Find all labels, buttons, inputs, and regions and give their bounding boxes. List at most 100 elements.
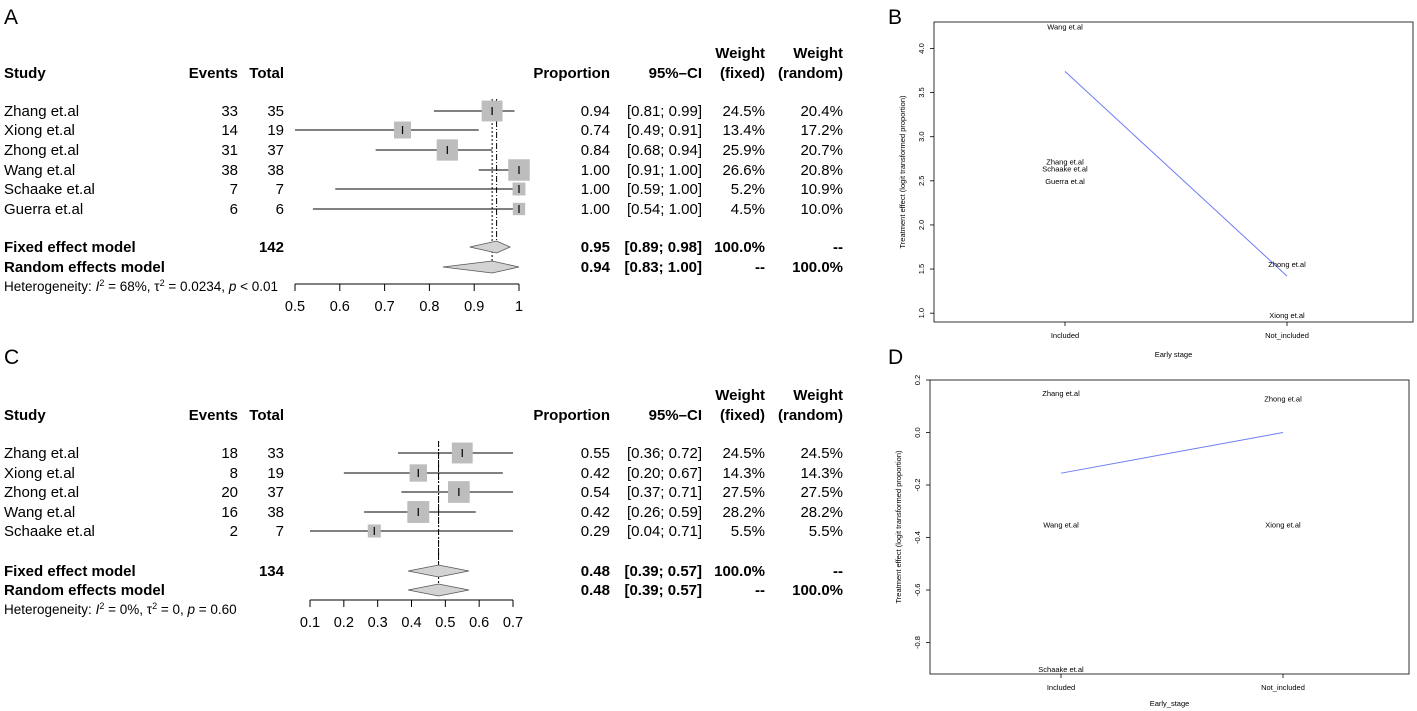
study-weight-random: 20.7%: [800, 142, 843, 159]
header-weight-fixed-2: (fixed): [720, 65, 765, 82]
study-proportion: 1.00: [581, 181, 610, 198]
forest-plot-c: Weight Weight Study Events Total Proportion 95…: [4, 387, 843, 631]
study-total: 19: [267, 122, 284, 139]
meta-regression-plot-d: 0.2 0.0 -0.2 -0.4 -0.6 -0.8 Included Not_includ…: [894, 375, 1410, 708]
header-proportion: Proportion: [533, 65, 610, 82]
header-weight-random-1: Weight: [793, 45, 843, 62]
study-events: 7: [230, 181, 238, 198]
study-ci: [0.36; 0.72]: [627, 445, 702, 462]
study-weight-random: 20.8%: [800, 162, 843, 179]
study-point-label: Guerra et.al: [1045, 177, 1085, 186]
x-axis-tick-label: 1: [515, 299, 523, 315]
plot-frame: [933, 21, 1414, 323]
study-proportion: 0.55: [581, 445, 610, 462]
fixed-effect-weight-random: --: [833, 563, 843, 580]
x-axis-tick-label: 0.1: [300, 615, 320, 631]
study-weight-fixed: 24.5%: [722, 103, 765, 120]
x-axis-tick-label: Not_included: [1265, 331, 1309, 340]
study-total: 7: [276, 181, 284, 198]
study-name: Xiong et.al: [4, 465, 75, 482]
heterogeneity-part: < 0.01: [236, 279, 278, 294]
random-effect-label: Random effects model: [4, 259, 165, 276]
y-axis-tick-label: 0.0: [913, 427, 922, 437]
panel-letter-c: C: [4, 346, 19, 369]
fixed-effect-proportion: 0.95: [581, 239, 610, 256]
study-events: 38: [221, 162, 238, 179]
heterogeneity-part: Heterogeneity:: [4, 279, 96, 294]
panel-letter-b: B: [888, 6, 902, 29]
regression-line: [1060, 432, 1284, 474]
study-point-label: Schaake et.al: [1038, 665, 1084, 674]
study-ci: [0.91; 1.00]: [627, 162, 702, 179]
plot-frame: [929, 379, 1410, 675]
random-effect-proportion: 0.94: [581, 259, 611, 276]
heterogeneity-part: = 0%,: [104, 602, 146, 617]
study-weight-fixed: 26.6%: [722, 162, 765, 179]
heterogeneity-part: τ: [147, 602, 153, 617]
heterogeneity-part: p: [228, 279, 237, 294]
x-axis-tick-label: Not_included: [1261, 683, 1305, 692]
study-point-label: Zhang et.al: [1042, 389, 1080, 398]
study-weight-random: 20.4%: [800, 103, 843, 120]
heterogeneity-part: = 0.60: [195, 602, 237, 617]
fixed-effect-diamond: [408, 564, 470, 578]
study-proportion: 0.42: [581, 504, 610, 521]
heterogeneity-part: = 0,: [157, 602, 187, 617]
x-axis-tick-label: 0.9: [464, 299, 484, 315]
header-ci: 95%–CI: [649, 407, 702, 424]
x-axis-label: Early stage: [1155, 350, 1193, 359]
study-total: 38: [267, 504, 284, 521]
study-proportion: 0.94: [581, 103, 610, 120]
study-ci: [0.81; 0.99]: [627, 103, 702, 120]
fixed-effect-total: 142: [259, 239, 284, 256]
x-axis-tick-label: 0.7: [503, 615, 523, 631]
study-proportion: 0.54: [581, 484, 610, 501]
study-proportion: 1.00: [581, 162, 610, 179]
y-axis-tick-label: -0.2: [913, 479, 922, 492]
study-events: 2: [230, 523, 238, 540]
study-ci: [0.20; 0.67]: [627, 465, 702, 482]
fixed-effect-total: 134: [259, 563, 285, 580]
y-axis-tick-label: -0.6: [913, 584, 922, 597]
study-weight-random: 10.0%: [800, 201, 843, 218]
heterogeneity-part: 2: [99, 601, 104, 611]
header-weight-random-2: (random): [778, 65, 843, 82]
random-effect-label: Random effects model: [4, 582, 165, 599]
study-point-label: Zhang et.al: [1046, 157, 1084, 166]
header-total: Total: [249, 407, 284, 424]
study-total: 6: [276, 201, 284, 218]
study-weight-fixed: 13.4%: [722, 122, 765, 139]
heterogeneity-part: 2: [160, 278, 165, 288]
study-point-label: Zhong et.al: [1264, 394, 1302, 403]
random-effect-diamond: [408, 583, 470, 597]
header-study: Study: [4, 65, 46, 82]
y-axis-tick-label: 1.0: [917, 308, 926, 318]
x-axis-tick-label: 0.6: [330, 299, 350, 315]
study-events: 6: [230, 201, 238, 218]
study-weight-random: 24.5%: [800, 445, 843, 462]
study-weight-fixed: 24.5%: [722, 445, 765, 462]
x-axis-tick-label: 0.7: [375, 299, 395, 315]
header-total: Total: [249, 65, 284, 82]
study-events: 8: [230, 465, 238, 482]
y-axis-tick-label: 3.0: [917, 131, 926, 141]
x-axis-label: Early_stage: [1150, 699, 1190, 708]
y-axis-tick-label: 1.5: [917, 264, 926, 274]
heterogeneity-part: p: [187, 602, 196, 617]
study-name: Zhang et.al: [4, 445, 79, 462]
study-point-label: Schaake et.al: [1042, 164, 1088, 173]
study-weight-fixed: 5.5%: [731, 523, 765, 540]
random-effect-proportion: 0.48: [581, 582, 610, 599]
study-proportion: 1.00: [581, 201, 610, 218]
fixed-effect-weight-fixed: 100.0%: [714, 563, 765, 580]
y-axis-tick-label: -0.4: [913, 531, 922, 544]
study-name: Zhang et.al: [4, 103, 79, 120]
fixed-effect-weight-random: --: [833, 239, 843, 256]
study-weight-random: 28.2%: [800, 504, 843, 521]
random-effect-ci: [0.39; 0.57]: [624, 582, 702, 599]
fixed-effect-ci: [0.39; 0.57]: [624, 563, 702, 580]
study-ci: [0.04; 0.71]: [627, 523, 702, 540]
y-axis-label: Treatment effect (logit transformed prop…: [894, 450, 903, 603]
study-weight-random: 10.9%: [800, 181, 843, 198]
